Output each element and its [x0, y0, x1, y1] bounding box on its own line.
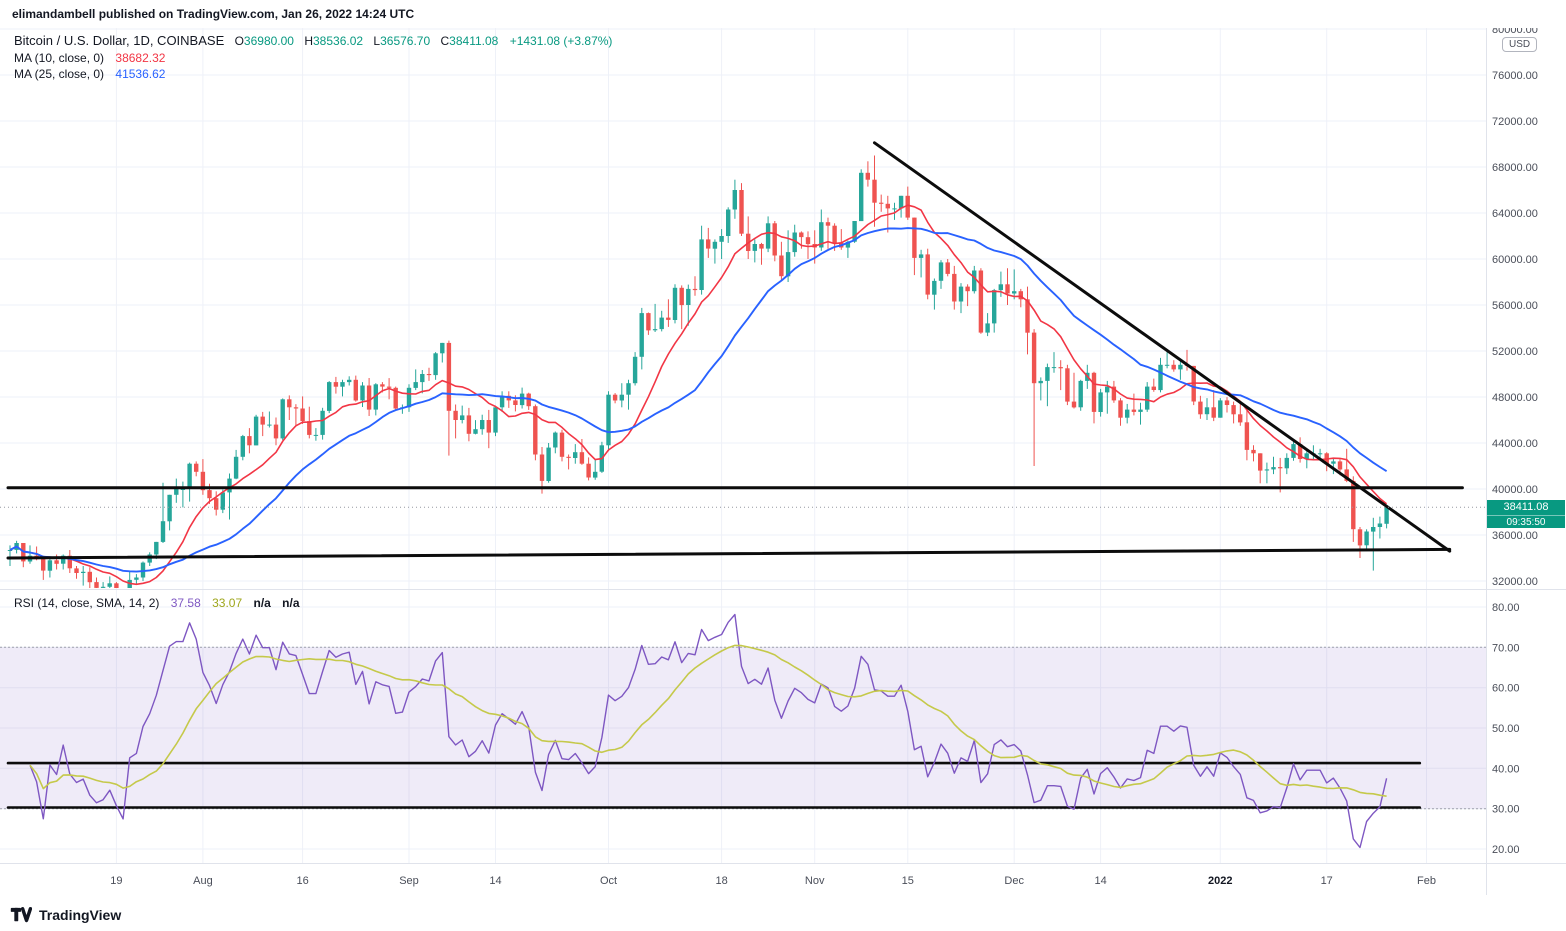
rsi-sma-value: 33.07: [212, 596, 243, 610]
svg-text:19: 19: [110, 875, 122, 887]
currency-unit-badge[interactable]: USD: [1502, 37, 1538, 52]
brand-name[interactable]: TradingView: [39, 907, 122, 923]
svg-text:Aug: Aug: [193, 875, 213, 887]
high-value: 38536.02: [313, 34, 364, 48]
svg-text:48000.00: 48000.00: [1492, 392, 1538, 404]
close-value: 38411.08: [449, 34, 499, 48]
svg-text:18: 18: [715, 875, 727, 887]
svg-text:2022: 2022: [1208, 875, 1232, 887]
high-label: H: [304, 34, 313, 48]
svg-text:80.00: 80.00: [1492, 602, 1520, 614]
tradingview-logo-icon[interactable]: [10, 904, 32, 926]
symbol-legend[interactable]: Bitcoin / U.S. Dollar, 1D, COINBASE O369…: [14, 33, 612, 49]
svg-text:60000.00: 60000.00: [1492, 254, 1538, 266]
svg-text:14: 14: [1094, 875, 1106, 887]
ma-10-label: MA (10, close, 0): [14, 51, 105, 65]
svg-text:17: 17: [1321, 875, 1333, 887]
price-scale[interactable]: [1486, 28, 1566, 895]
svg-text:16: 16: [296, 875, 308, 887]
rsi-value: 37.58: [170, 596, 201, 610]
svg-text:52000.00: 52000.00: [1492, 346, 1538, 358]
rsi-legend[interactable]: RSI (14, close, SMA, 14, 2) 37.58 33.07 …: [14, 595, 300, 611]
ma-25-legend[interactable]: MA (25, close, 0) 41536.62: [14, 66, 165, 82]
ma-10-value: 38682.32: [115, 51, 166, 65]
attribution-text: elimandambell published on TradingView.c…: [12, 7, 415, 21]
svg-text:64000.00: 64000.00: [1492, 208, 1538, 220]
svg-text:20.00: 20.00: [1492, 844, 1520, 856]
rsi-na-2: n/a: [282, 596, 300, 610]
rsi-na-1: n/a: [253, 596, 271, 610]
svg-text:50.00: 50.00: [1492, 723, 1520, 735]
svg-text:Dec: Dec: [1004, 875, 1024, 887]
svg-text:70.00: 70.00: [1492, 642, 1520, 654]
change-value: +1431.08 (+3.87%): [509, 34, 613, 48]
svg-text:32000.00: 32000.00: [1492, 576, 1538, 588]
svg-text:36000.00: 36000.00: [1492, 530, 1538, 542]
symbol-title[interactable]: Bitcoin / U.S. Dollar, 1D, COINBASE: [14, 33, 225, 48]
low-value: 36576.70: [380, 34, 431, 48]
svg-text:68000.00: 68000.00: [1492, 162, 1538, 174]
time-scale[interactable]: [0, 863, 1486, 895]
svg-text:Sep: Sep: [399, 875, 419, 887]
rsi-label: RSI (14, close, SMA, 14, 2): [14, 596, 160, 610]
svg-text:14: 14: [489, 875, 501, 887]
last-price-badge: 38411.08: [1487, 499, 1565, 515]
svg-text:Feb: Feb: [1417, 875, 1436, 887]
svg-text:44000.00: 44000.00: [1492, 438, 1538, 450]
footer-bar: TradingView: [0, 899, 1566, 931]
svg-text:60.00: 60.00: [1492, 683, 1520, 695]
svg-text:72000.00: 72000.00: [1492, 116, 1538, 128]
svg-text:Nov: Nov: [805, 875, 825, 887]
svg-text:Oct: Oct: [600, 875, 617, 887]
low-label: L: [373, 34, 381, 48]
svg-text:15: 15: [902, 875, 914, 887]
svg-text:40.00: 40.00: [1492, 763, 1520, 775]
ma-25-label: MA (25, close, 0): [14, 67, 105, 81]
svg-text:76000.00: 76000.00: [1492, 70, 1538, 82]
attribution-bar: elimandambell published on TradingView.c…: [0, 0, 1566, 28]
ma-10-legend[interactable]: MA (10, close, 0) 38682.32: [14, 50, 165, 66]
svg-text:56000.00: 56000.00: [1492, 300, 1538, 312]
svg-text:40000.00: 40000.00: [1492, 484, 1538, 496]
close-label: C: [440, 34, 450, 48]
countdown-badge: 09:35:50: [1487, 514, 1565, 528]
svg-text:30.00: 30.00: [1492, 804, 1520, 816]
open-value: 36980.00: [243, 34, 294, 48]
ma-25-value: 41536.62: [115, 67, 166, 81]
open-label: O: [234, 34, 244, 48]
